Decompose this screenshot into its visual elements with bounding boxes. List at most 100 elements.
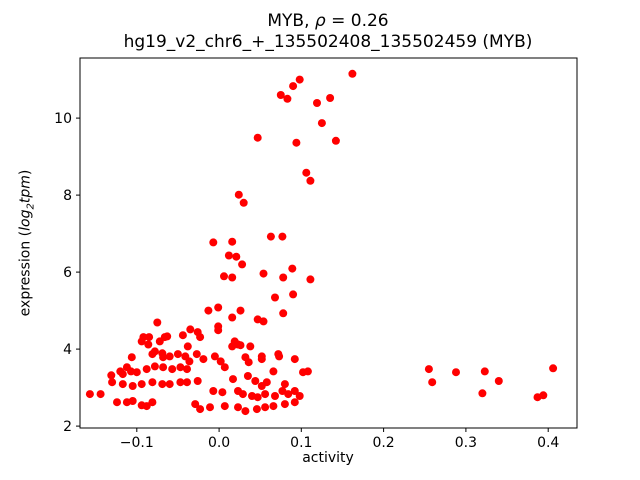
scatter-point xyxy=(193,328,202,337)
scatter-point xyxy=(234,403,242,412)
scatter-point xyxy=(214,303,223,312)
scatter-point xyxy=(257,355,266,364)
scatter-point xyxy=(266,232,275,241)
scatter-point xyxy=(159,353,168,362)
scatter-point xyxy=(276,91,285,99)
scatter-point xyxy=(251,377,260,385)
scatter-point xyxy=(176,363,185,372)
scatter-point xyxy=(259,269,268,278)
scatter-point xyxy=(238,390,247,399)
scatter-point xyxy=(261,390,270,399)
scatter-point xyxy=(118,380,127,389)
scatter-point xyxy=(539,391,548,400)
scatter-point xyxy=(243,372,252,380)
scatter-point xyxy=(142,365,151,374)
scatter-point xyxy=(96,390,105,399)
scatter-point xyxy=(148,378,157,387)
scatter-point xyxy=(185,357,194,366)
scatter-point xyxy=(148,398,157,407)
scatter-point xyxy=(275,352,284,361)
scatter-point xyxy=(168,365,177,374)
scatter-point xyxy=(241,407,250,416)
scatter-point xyxy=(224,251,233,260)
scatter-point xyxy=(244,358,253,367)
scatter-point xyxy=(236,306,245,315)
scatter-point xyxy=(317,119,326,128)
scatter-point xyxy=(191,400,200,409)
scatter-point xyxy=(204,306,213,315)
scatter-point xyxy=(128,397,137,405)
scatter-point xyxy=(165,380,174,389)
scatter-point xyxy=(253,133,262,142)
scatter-point xyxy=(153,318,162,327)
scatter-point xyxy=(145,333,154,342)
scatter-point xyxy=(220,272,228,281)
scatter-point xyxy=(214,326,223,335)
plot-border xyxy=(79,57,578,429)
scatter-point xyxy=(292,138,301,147)
scatter-point xyxy=(278,232,287,241)
scatter-point xyxy=(279,273,288,282)
scatter-point xyxy=(302,168,311,177)
scatter-point xyxy=(232,252,241,261)
scatter-point xyxy=(228,313,237,322)
scatter-point xyxy=(306,176,315,185)
scatter-point xyxy=(549,364,558,373)
x-tick-label: 0.1 xyxy=(290,435,312,451)
scatter-point xyxy=(271,293,279,302)
scatter-point xyxy=(234,190,243,199)
scatter-point xyxy=(452,368,460,377)
scatter-point xyxy=(262,378,271,387)
scatter-point xyxy=(478,389,487,398)
scatter-point xyxy=(252,405,261,414)
scatter-point xyxy=(118,370,127,379)
scatter-point xyxy=(127,367,135,376)
scatter-point xyxy=(158,380,167,389)
scatter-point xyxy=(108,378,117,387)
scatter-point xyxy=(183,342,192,351)
scatter-point xyxy=(428,378,437,387)
y-tick-label: 2 xyxy=(63,419,72,435)
scatter-point xyxy=(313,99,321,107)
scatter-point xyxy=(253,393,262,402)
scatter-point xyxy=(269,367,278,376)
scatter-point xyxy=(290,398,299,407)
scatter-point xyxy=(228,273,237,282)
scatter-point xyxy=(284,390,293,399)
x-axis-label: activity xyxy=(302,450,354,466)
scatter-point xyxy=(178,331,187,340)
scatter-point xyxy=(271,392,279,400)
scatter-point xyxy=(159,363,168,372)
scatter-point xyxy=(192,350,201,359)
scatter-point xyxy=(209,387,218,395)
chart-title: MYB, ρ = 0.26 xyxy=(267,11,388,31)
scatter-point xyxy=(144,340,153,349)
y-tick-label: 4 xyxy=(63,342,72,358)
x-tick-label: 0.2 xyxy=(372,435,394,451)
scatter-point xyxy=(113,398,121,407)
scatter-point xyxy=(348,69,357,78)
scatter-point xyxy=(303,367,312,376)
scatter-point xyxy=(331,136,340,145)
scatter-point xyxy=(150,347,159,356)
scatter-point xyxy=(238,260,247,269)
x-tick-label: 0.0 xyxy=(208,435,230,451)
scatter-point xyxy=(199,355,208,364)
scatter-point xyxy=(137,337,146,346)
scatter-point xyxy=(128,382,137,390)
scatter-point xyxy=(295,75,304,84)
scatter-point xyxy=(218,388,227,397)
scatter-point xyxy=(206,403,214,412)
chart-title-value: = 0.26 xyxy=(325,11,389,31)
scatter-point xyxy=(290,387,299,395)
scatter-point xyxy=(289,82,298,91)
scatter-point xyxy=(269,402,278,411)
chart-title-rho: ρ xyxy=(314,11,326,31)
scatter-point xyxy=(283,94,292,103)
scatter-point xyxy=(234,340,242,349)
scatter-point xyxy=(494,377,503,385)
scatter-point xyxy=(279,309,288,318)
scatter-point xyxy=(253,315,262,324)
